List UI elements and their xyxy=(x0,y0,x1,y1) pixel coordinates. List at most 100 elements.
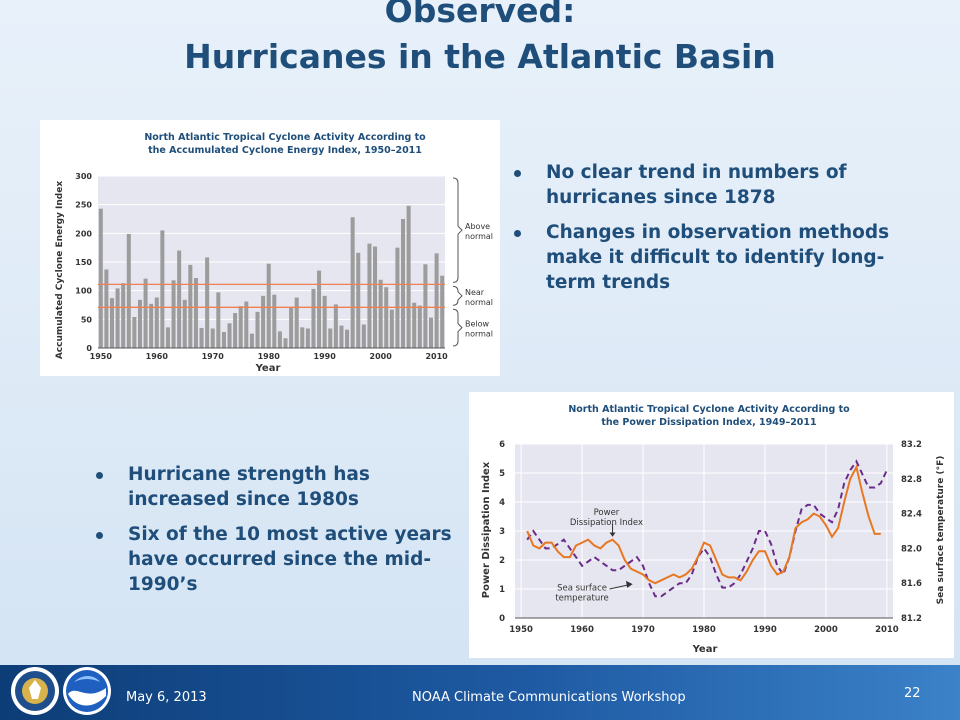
pdi-x-tick-label: 1970 xyxy=(631,625,655,635)
ace-bar xyxy=(389,309,394,348)
ace-bar xyxy=(132,317,137,348)
ace-bar xyxy=(272,294,277,348)
pdi-y2-axis-label: Sea surface temperature (°F) xyxy=(936,456,946,605)
ace-bar xyxy=(216,292,221,348)
pdi-annotation-arrow xyxy=(609,532,616,537)
ace-bar xyxy=(373,246,378,348)
ace-y-axis-label: Accumulated Cyclone Energy Index xyxy=(55,181,65,360)
sst-series-line xyxy=(526,459,888,598)
pdi-y2-tick-label: 81.2 xyxy=(901,614,922,624)
pdi-y-tick-label: 2 xyxy=(499,556,505,566)
ace-x-tick-label: 1950 xyxy=(90,352,113,361)
pdi-annotation-label: Power xyxy=(594,508,620,518)
pdi-y2-tick-label: 82.0 xyxy=(901,544,922,554)
bullet-text: Changes in observation methods make it d… xyxy=(546,222,890,293)
ace-bar xyxy=(126,233,131,348)
ace-bar xyxy=(205,257,210,348)
ace-bar xyxy=(378,279,383,348)
ace-chart-title-line1: North Atlantic Tropical Cyclone Activity… xyxy=(144,132,426,143)
ace-bar xyxy=(406,205,411,348)
pdi-x-tick-label: 2000 xyxy=(814,625,838,635)
pdi-y-tick-label: 6 xyxy=(499,440,505,450)
bullet-list-top: No clear trend in numbers of hurricanes … xyxy=(508,160,928,305)
ace-bar xyxy=(188,264,193,348)
sst-annotation-label: Sea surface xyxy=(557,583,607,593)
bullet-dot xyxy=(96,532,103,539)
bullet-item: Changes in observation methods make it d… xyxy=(508,220,928,295)
ace-y-tick-label: 300 xyxy=(75,172,92,181)
ace-bracket-label: normal xyxy=(465,298,493,307)
ace-y-tick-label: 250 xyxy=(75,201,92,210)
footer-bar xyxy=(0,665,960,720)
ace-bar xyxy=(238,306,243,348)
ace-chart: North Atlantic Tropical Cyclone Activity… xyxy=(40,120,500,376)
pdi-y-tick-label: 0 xyxy=(499,614,505,624)
ace-x-tick-label: 2010 xyxy=(425,352,448,361)
slide-title-line1: Observed: xyxy=(384,0,576,30)
ace-x-tick-label: 2000 xyxy=(370,352,393,361)
slide-title: Observed: Hurricanes in the Atlantic Bas… xyxy=(0,0,960,80)
ace-bar xyxy=(244,301,249,348)
ace-x-tick-label: 1970 xyxy=(202,352,225,361)
pdi-x-tick-label: 1990 xyxy=(753,625,777,635)
footer-event-name: NOAA Climate Communications Workshop xyxy=(412,690,686,705)
ace-bar xyxy=(328,328,333,348)
ace-bracket-label: Near xyxy=(465,288,485,297)
ace-chart-svg: North Atlantic Tropical Cyclone Activity… xyxy=(55,132,493,374)
ace-bar xyxy=(333,304,338,348)
ace-bar xyxy=(227,323,232,348)
ace-bar xyxy=(289,307,294,348)
pdi-chart: North Atlantic Tropical Cyclone Activity… xyxy=(469,392,954,658)
ace-y-tick-label: 200 xyxy=(75,229,92,238)
bullet-dot xyxy=(514,170,521,177)
ace-bar xyxy=(109,298,115,348)
ace-bar xyxy=(210,328,215,348)
ace-bar xyxy=(160,230,165,348)
ace-bar xyxy=(305,328,310,348)
ace-y-tick-label: 100 xyxy=(75,287,92,296)
bullet-text: Hurricane strength has increased since 1… xyxy=(128,464,370,510)
ace-bracket-label: normal xyxy=(465,330,493,339)
ace-bar xyxy=(361,324,366,348)
ace-bar xyxy=(384,287,389,348)
ace-x-tick-label: 1990 xyxy=(314,352,337,361)
ace-bracket xyxy=(452,177,463,283)
commerce-seal-icon xyxy=(11,667,59,715)
ace-bar xyxy=(266,263,271,348)
bullet-text: No clear trend in numbers of hurricanes … xyxy=(546,162,847,208)
ace-bar xyxy=(177,250,182,348)
pdi-y-tick-label: 5 xyxy=(499,469,505,479)
ace-bar xyxy=(193,278,198,348)
ace-bar xyxy=(417,305,422,348)
ace-bar xyxy=(115,288,120,348)
ace-bar xyxy=(440,275,445,348)
ace-x-axis-label: Year xyxy=(255,363,281,374)
bullet-item: No clear trend in numbers of hurricanes … xyxy=(508,160,928,210)
pdi-x-tick-label: 1960 xyxy=(570,625,594,635)
ace-bar xyxy=(261,295,266,348)
bullet-text: Six of the 10 most active years have occ… xyxy=(128,524,452,595)
ace-bar xyxy=(171,280,176,348)
ace-y-tick-label: 0 xyxy=(86,344,92,353)
pdi-x-axis-label: Year xyxy=(692,644,718,655)
ace-bar xyxy=(294,297,299,348)
ace-bar xyxy=(221,331,226,348)
noaa-logo-icon xyxy=(63,667,111,715)
ace-bar xyxy=(182,299,187,348)
ace-bar xyxy=(283,338,288,348)
ace-bar xyxy=(356,252,361,348)
bullet-list-bottom: Hurricane strength has increased since 1… xyxy=(90,462,475,607)
ace-bar xyxy=(249,333,254,348)
ace-bar xyxy=(317,270,322,348)
ace-y-tick-label: 50 xyxy=(81,315,93,324)
ace-bar xyxy=(367,243,372,348)
ace-bracket-label: Above xyxy=(465,222,490,231)
ace-bar xyxy=(395,247,400,348)
ace-chart-title-line2: the Accumulated Cyclone Energy Index, 19… xyxy=(148,145,422,156)
slide-title-line2: Hurricanes in the Atlantic Basin xyxy=(184,37,776,76)
pdi-chart-svg: North Atlantic Tropical Cyclone Activity… xyxy=(481,404,946,655)
ace-bar xyxy=(311,288,316,348)
pdi-chart-title-line2: the Power Dissipation Index, 1949–2011 xyxy=(601,417,816,428)
ace-bar xyxy=(255,311,260,348)
ace-bar xyxy=(428,317,434,348)
